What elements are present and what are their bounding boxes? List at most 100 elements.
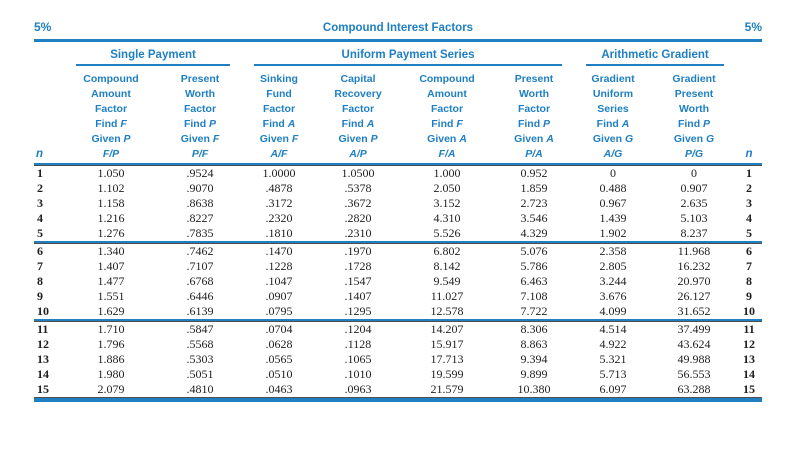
corner-cell (34, 42, 64, 66)
table-row: 3 1.158 .8638 .3172 .3672 3.152 2.723 0.967 2.63… (34, 196, 762, 211)
table-cell: 1.710 (97, 322, 125, 336)
header-ratio: A/G (603, 148, 623, 160)
row-number-right: 12 (743, 337, 756, 351)
table-cell: 1.980 (97, 367, 125, 381)
table-cell: 2.050 (433, 181, 461, 195)
header-given-line: Given G (673, 133, 715, 145)
table-cell: .7835 (186, 226, 214, 240)
table-cell: 26.127 (677, 289, 711, 303)
table-cell: 5.786 (520, 259, 548, 273)
group-label: Single Payment (110, 49, 196, 61)
table-cell: 16.232 (677, 259, 711, 273)
find-symbol: P (543, 118, 551, 130)
row-number-right: 2 (746, 181, 753, 195)
table-cell: 4.099 (599, 304, 627, 318)
table-cell: 12.578 (430, 304, 464, 318)
table-cell: 1.0000 (262, 166, 296, 180)
table-cell: 14.207 (430, 322, 464, 336)
table-cell: 9.549 (433, 274, 461, 288)
table-cell: .2820 (344, 211, 372, 225)
group-header: Uniform Payment Series (242, 42, 574, 66)
header-line: Compound (83, 73, 139, 85)
table-cell: 1.477 (97, 274, 125, 288)
table-cell: .1065 (344, 352, 372, 366)
row-number-left: 3 (37, 196, 43, 210)
table-cell: 1.439 (599, 211, 627, 225)
table-cell: .1204 (344, 322, 372, 336)
table-cell: 3.152 (433, 196, 461, 210)
table-cell: .5847 (186, 322, 214, 336)
row-number-left: 13 (37, 352, 49, 366)
header-ratio: P/G (684, 148, 704, 160)
header-given-line: Given P (91, 133, 131, 145)
row-number-left: 7 (37, 259, 43, 273)
table-cell: 0.907 (680, 181, 708, 195)
table-cell: 10.380 (517, 382, 551, 396)
table-cell: 4.922 (599, 337, 627, 351)
table-cell: 1.216 (97, 211, 125, 225)
table-cell: .1547 (344, 274, 372, 288)
find-symbol: F (120, 118, 127, 130)
row-number-right: 8 (746, 274, 753, 288)
header-ratio: A/P (349, 148, 367, 160)
table-cell: 1.340 (97, 244, 125, 258)
header-ratio: P/A (525, 148, 543, 160)
row-number-right: 13 (743, 352, 756, 366)
header-line: Factor (341, 103, 375, 115)
column-header-row: n Compound Amount Factor Find F Given P F/P Pre… (34, 66, 762, 164)
table-cell: .1470 (265, 244, 293, 258)
header-line: Worth (518, 88, 550, 100)
header-given-line: Given A (427, 133, 467, 145)
row-number-right: 15 (743, 382, 756, 396)
rate-left: 5% (34, 20, 52, 34)
table-cell: 1.158 (97, 196, 125, 210)
header-line: Uniform (592, 88, 634, 100)
row-number-right: 4 (746, 211, 753, 225)
table-row: 9 1.551 .6446 .0907 .1407 11.027 7.108 3.676 26.… (34, 289, 762, 304)
table-cell: 37.499 (677, 322, 711, 336)
column-header: Sinking Fund Factor Find A Given F A/F (242, 66, 316, 164)
table-cell: 1.276 (97, 226, 125, 240)
table-bottom-rule (34, 397, 763, 402)
table-row: 11 1.710 .5847 .0704 .1204 14.207 8.306 4.514 37… (34, 322, 762, 338)
table-row: 14 1.980 .5051 .0510 .1010 19.599 9.899 5.713 56… (34, 367, 762, 382)
table-cell: .7107 (186, 259, 214, 273)
header-find-line: Find A (341, 118, 375, 130)
n-column-header-right: n (745, 148, 753, 160)
find-symbol: P (209, 118, 217, 130)
table-cell: 0.952 (520, 166, 548, 180)
table-cell: .0963 (344, 382, 372, 396)
row-number-right: 6 (746, 244, 753, 258)
table-cell: .4810 (186, 382, 214, 396)
table-cell: 8.306 (520, 322, 548, 336)
row-number-right: 7 (746, 259, 753, 273)
table-cell: 3.244 (599, 274, 627, 288)
table-cell: .1128 (344, 337, 372, 351)
header-line: Factor (183, 103, 217, 115)
header-line: Capital (340, 73, 376, 85)
table-cell: 1.629 (97, 304, 125, 318)
table-row: 10 1.629 .6139 .0795 .1295 12.578 7.722 4.099 31… (34, 304, 762, 320)
table-cell: .8227 (186, 211, 214, 225)
header-line: Factor (517, 103, 551, 115)
table-cell: 1.902 (599, 226, 627, 240)
header-given-line: Given G (592, 133, 634, 145)
group-separator-rule (34, 319, 763, 322)
table-cell: .5568 (186, 337, 214, 351)
column-header: Compound Amount Factor Find F Given P F/P (64, 66, 158, 164)
header-line: Worth (184, 88, 216, 100)
table-cell: 1.0500 (341, 166, 375, 180)
find-symbol: F (456, 118, 463, 130)
given-symbol: P (123, 133, 131, 145)
header-line: Amount (91, 88, 131, 100)
header-line: Worth (678, 103, 710, 115)
table-cell: 11.027 (430, 289, 464, 303)
row-number-left: 15 (37, 382, 49, 396)
table-cell: 0.967 (599, 196, 627, 210)
table-cell: .7462 (186, 244, 214, 258)
table-body: 1 1.050.9524 1.0000 1.0500 1.000 0.952 0 0 1 2 1.1… (34, 166, 763, 402)
table-cell: .6139 (186, 304, 214, 318)
group-label: Arithmetic Gradient (601, 49, 709, 61)
table-cell: .9070 (186, 181, 214, 195)
table-cell: 4.514 (599, 322, 627, 336)
